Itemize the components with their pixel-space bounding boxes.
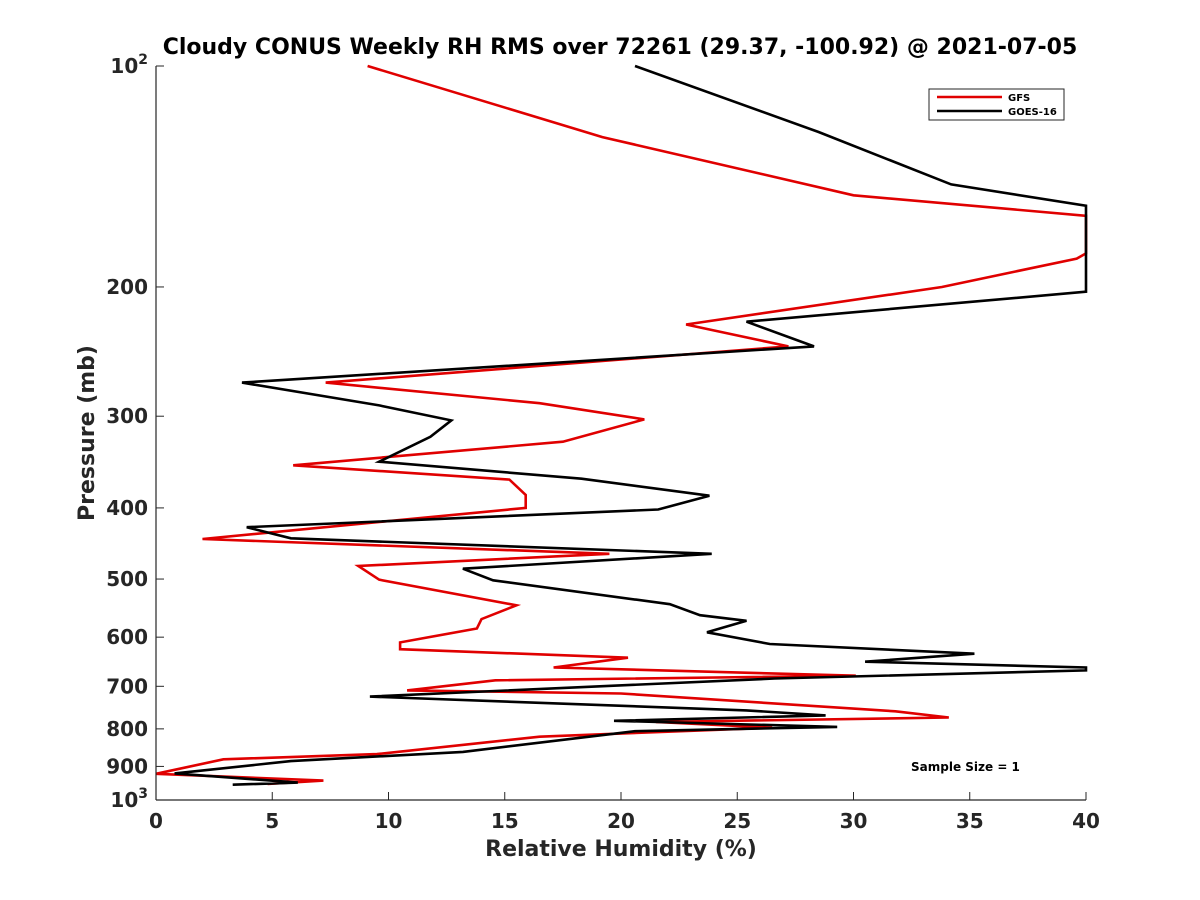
x-tick-label: 30 — [840, 809, 868, 833]
x-tick-label: 20 — [607, 809, 635, 833]
x-axis-label: Relative Humidity (%) — [485, 837, 757, 862]
series-layer — [155, 64, 1088, 786]
y-axis-ticks: 102 200 300 400 500 600 700 800 900 103 — [106, 52, 164, 812]
y-tick-label: 102 — [110, 52, 148, 78]
y-tick-label: 900 — [106, 754, 148, 778]
y-tick-label: 300 — [106, 404, 148, 428]
legend-label-goes16: GOES-16 — [1008, 107, 1057, 118]
plot-area — [155, 64, 1088, 801]
y-tick-label: 500 — [106, 567, 148, 591]
y-tick-label: 600 — [106, 625, 148, 649]
x-tick-label: 5 — [265, 809, 279, 833]
sample-size-annotation: Sample Size = 1 — [911, 760, 1020, 774]
y-tick-label: 400 — [106, 496, 148, 520]
y-tick-label: 800 — [106, 717, 148, 741]
chart-title: Cloudy CONUS Weekly RH RMS over 72261 (2… — [163, 35, 1078, 60]
series-line-goes16 — [174, 64, 1088, 786]
y-tick-label: 700 — [106, 674, 148, 698]
x-tick-label: 40 — [1072, 809, 1100, 833]
x-tick-label: 0 — [149, 809, 163, 833]
x-tick-label: 15 — [491, 809, 519, 833]
y-axis-label: Pressure (mb) — [75, 345, 100, 521]
axes-background — [156, 66, 1086, 800]
legend: GFS GOES-16 — [928, 88, 1065, 121]
y-tick-label: 103 — [110, 786, 148, 812]
legend-label-gfs: GFS — [1008, 93, 1030, 104]
legend-box — [928, 88, 1065, 121]
x-tick-label: 35 — [956, 809, 984, 833]
x-tick-label: 25 — [723, 809, 751, 833]
x-axis-ticks: 0 5 10 15 20 25 30 35 40 — [149, 792, 1100, 833]
x-tick-label: 10 — [375, 809, 403, 833]
y-tick-label: 200 — [106, 275, 148, 299]
